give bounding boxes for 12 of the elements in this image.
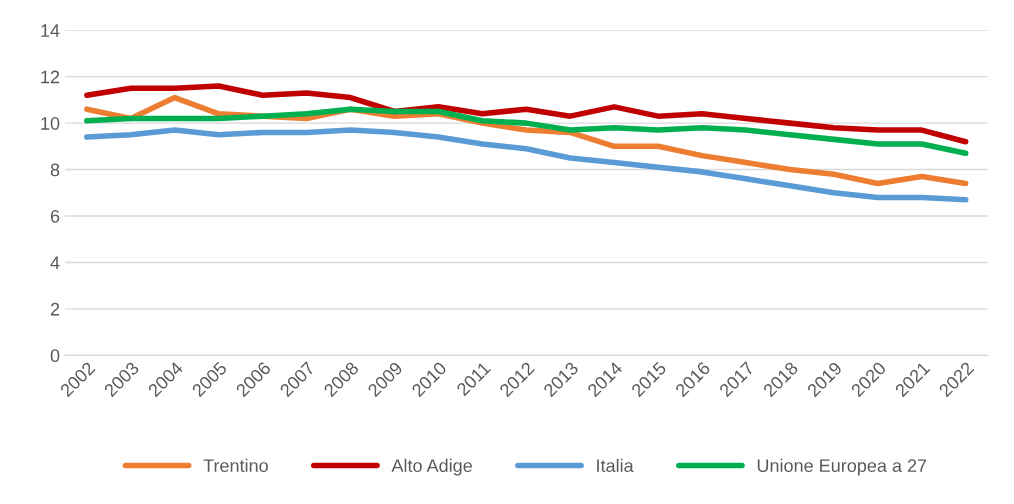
y-tick-label: 6	[50, 209, 60, 223]
legend-label: Alto Adige	[391, 458, 472, 476]
legend-label: Unione Europea a 27	[757, 458, 927, 476]
y-tick-label: 0	[50, 349, 60, 363]
y-tick-label: 14	[41, 24, 60, 37]
y-tick-label: 12	[41, 70, 60, 84]
y-tick-label: 2	[50, 302, 60, 316]
y-tick-label: 4	[50, 256, 60, 269]
legend-label: Trentino	[203, 458, 268, 473]
y-tick-label: 8	[50, 163, 60, 177]
y-tick-label: 10	[41, 117, 60, 130]
legend-label: Italia	[597, 458, 634, 473]
